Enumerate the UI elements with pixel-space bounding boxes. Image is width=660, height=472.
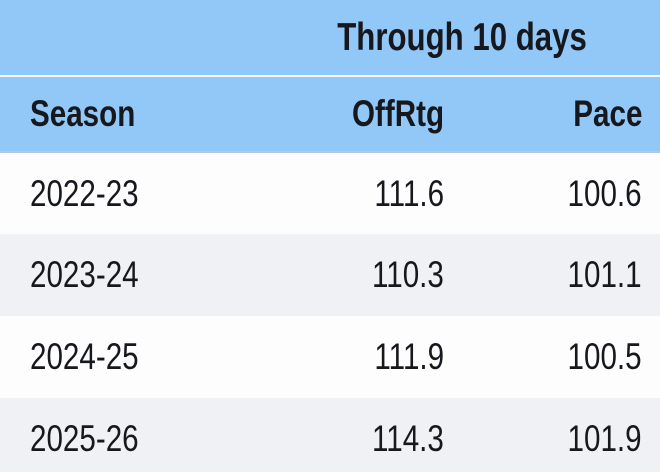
table-row: 2025-26 114.3 101.9 [0,398,660,472]
offrtg-cell: 110.3 [372,254,444,295]
empty-header-cell [0,0,264,77]
pace-cell: 100.6 [567,172,642,214]
table-row: 2023-24 110.3 101.1 [0,234,660,316]
group-header-cell: Through 10 days [264,0,660,77]
table-header: Through 10 days Season OffRtg Pace [0,0,660,153]
offrtg-cell: 114.3 [372,418,444,459]
table-row: 2024-25 111.9 100.5 [0,316,660,398]
season-cell: 2022-23 [30,172,139,214]
column-header-row: Season OffRtg Pace [0,76,660,153]
season-cell: 2025-26 [30,418,139,459]
group-header-label: Through 10 days [337,15,587,59]
group-header-row: Through 10 days [0,0,660,77]
season-cell: 2023-24 [30,254,139,295]
table-row: 2022-23 111.6 100.6 [0,152,660,234]
col-header-season: Season [0,76,264,153]
col-header-season-label: Season [30,93,136,134]
pace-cell: 101.1 [567,254,642,295]
col-header-pace-label: Pace [572,93,642,134]
offrtg-cell: 111.9 [374,336,444,377]
offrtg-cell: 111.6 [374,172,444,214]
season-cell: 2024-25 [30,336,139,377]
table-body: 2022-23 111.6 100.6 2023-24 110.3 101.1 … [0,152,660,472]
pace-cell: 101.9 [567,418,642,459]
col-header-pace: Pace [462,76,660,153]
col-header-offrtg-label: OffRtg [351,93,444,134]
pace-cell: 100.5 [567,336,642,377]
col-header-offrtg: OffRtg [264,76,462,153]
